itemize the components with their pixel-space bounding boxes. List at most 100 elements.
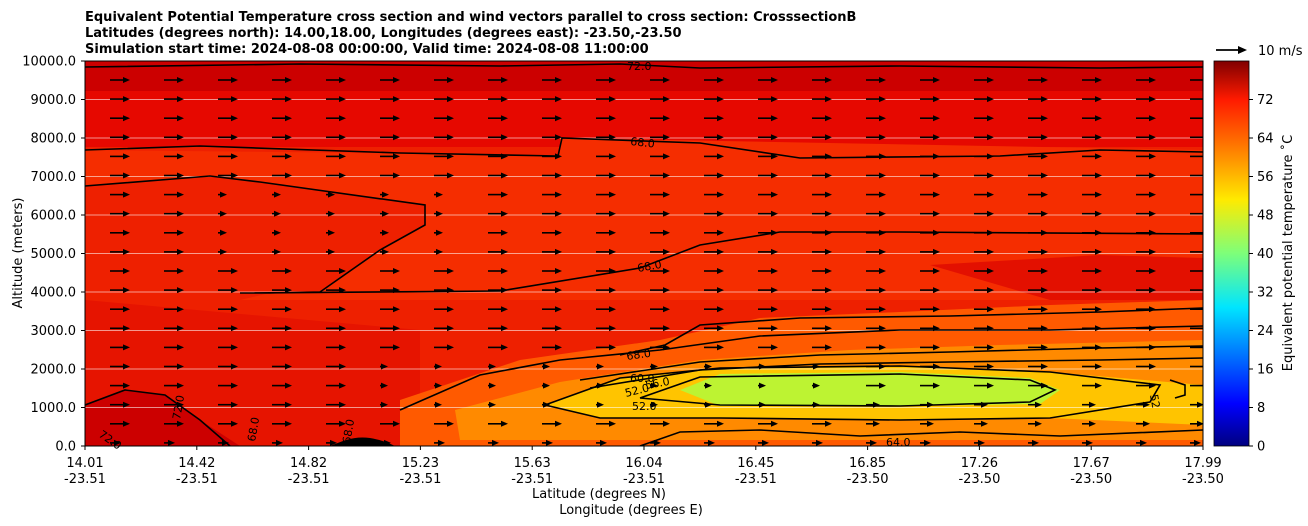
wind-arrow-180: [758, 229, 778, 236]
wind-arrow-212: [218, 268, 238, 274]
wind-arrow-202: [812, 248, 832, 255]
y-tick-label-1: 1000.0: [31, 401, 77, 416]
contour-label-68-upper: 68.0: [630, 135, 656, 150]
wind-arrow-43: [164, 115, 184, 122]
contour-label-56: 56.0: [644, 375, 670, 392]
x-tick-lon-4: -23.51: [511, 472, 553, 487]
wind-arrow-99: [920, 153, 940, 160]
wind-arrow-173: [380, 229, 389, 236]
wind-arrow-389: [704, 420, 724, 427]
wind-arrow-85: [164, 153, 184, 160]
x-tick-lon-7: -23.50: [847, 472, 889, 487]
wind-arrow-319: [326, 363, 346, 370]
chart-title-line-3: Simulation start time: 2024-08-08 00:00:…: [85, 42, 649, 57]
wind-arrow-90: [434, 153, 454, 160]
wind-arrow-345: [596, 382, 604, 389]
wind-arrow-79: [974, 134, 994, 141]
wind-arrow-163: [974, 210, 994, 217]
wind-arrow-152: [380, 210, 389, 217]
colorbar-ticks: 0 8 16 24 32 40 48 56 64 72: [1249, 93, 1274, 455]
wind-arrow-135: [596, 191, 616, 198]
wind-arrow-153: [434, 210, 443, 217]
wind-arrow-381: [272, 420, 292, 427]
y-tick-label-6: 6000.0: [31, 209, 77, 224]
wind-arrow-46: [326, 115, 346, 122]
wind-arrow-315: [110, 363, 130, 370]
wind-arrow-103: [1136, 153, 1156, 160]
colorbar-gradient: [1213, 60, 1250, 447]
wind-arrow-365: [542, 401, 550, 408]
wind-arrow-10: [650, 77, 670, 83]
wind-arrow-120: [920, 172, 940, 179]
wind-arrow-87: [272, 153, 292, 160]
wind-arrow-116: [704, 172, 724, 179]
wind-arrow-275: [218, 325, 238, 332]
wind-arrow-189: [110, 248, 130, 255]
wind-arrow-169: [164, 229, 184, 236]
wind-arrow-158: [704, 210, 724, 217]
contour-label-52-left: 52.0: [624, 381, 651, 400]
wind-arrow-159: [758, 210, 778, 217]
wind-arrow-28: [488, 96, 508, 103]
wind-arrow-346: [650, 382, 658, 389]
colorbar-tick-label-2: 16: [1257, 363, 1274, 378]
wind-arrow-195: [434, 248, 443, 255]
wind-arrow-197: [542, 248, 562, 255]
wind-arrow-47: [380, 115, 400, 122]
wind-arrow-215: [380, 268, 400, 274]
wind-arrow-386: [542, 420, 562, 427]
wind-arrow-45: [272, 115, 292, 122]
x-tick-lat-0: 14.01: [66, 456, 103, 471]
y-tick-label-7: 7000.0: [31, 170, 77, 185]
wind-arrow-137: [704, 191, 724, 198]
contour-64: [399, 325, 1203, 411]
wind-arrow-184: [974, 229, 994, 236]
wind-arrow-23: [218, 96, 238, 103]
wind-arrow-240: [596, 287, 616, 294]
wind-arrow-266: [866, 306, 886, 313]
wind-arrow-331: [974, 363, 994, 370]
wind-arrow-239: [542, 287, 562, 294]
wind-arrow-209: [1190, 251, 1203, 253]
wind-arrow-273: [110, 325, 130, 332]
wind-arrow-360: [272, 401, 292, 408]
wind-arrow-231: [110, 287, 130, 294]
contour-label-right-edge: 52: [1147, 393, 1162, 409]
wind-arrow-172: [326, 229, 335, 236]
y-tick-label-0: 0.0: [55, 440, 76, 455]
wind-arrow-30: [596, 96, 616, 103]
wind-arrow-286: [812, 325, 832, 332]
wind-arrow-419: [1190, 439, 1201, 446]
wind-arrow-233: [218, 287, 238, 294]
wind-arrow-217: [488, 268, 508, 274]
wind-arrow-175: [488, 229, 508, 236]
wind-arrow-89: [380, 153, 400, 160]
wind-arrow-245: [866, 287, 886, 294]
wind-arrow-251: [1190, 289, 1203, 291]
wind-arrow-371: [866, 401, 880, 408]
wind-arrow-147: [110, 210, 130, 217]
wind-arrow-0: [110, 77, 130, 83]
wind-arrow-110: [380, 172, 400, 179]
wind-arrow-336: [110, 382, 130, 389]
wind-arrow-299: [380, 344, 400, 351]
x-tick-lon-10: -23.50: [1182, 472, 1224, 487]
wind-arrow-130: [326, 191, 335, 198]
wind-arrow-5: [380, 77, 400, 83]
wind-arrow-377: [1190, 401, 1203, 408]
wind-arrow-353: [1028, 382, 1048, 389]
wind-arrow-324: [596, 363, 604, 370]
contour-56: [589, 357, 1203, 389]
wind-arrow-34: [812, 96, 832, 103]
wind-arrow-395: [1028, 420, 1042, 427]
wind-arrow-121: [974, 172, 994, 179]
wind-arrow-51: [596, 115, 616, 122]
wind-arrow-412: [812, 439, 823, 446]
wind-arrow-19: [1136, 77, 1156, 83]
wind-arrow-310: [974, 344, 994, 351]
wind-arrow-409: [650, 439, 661, 446]
colorbar-tick-label-4: 32: [1257, 286, 1274, 301]
wind-arrow-61: [1136, 115, 1156, 122]
quiver-key-label: 10 m/s: [1258, 44, 1303, 59]
